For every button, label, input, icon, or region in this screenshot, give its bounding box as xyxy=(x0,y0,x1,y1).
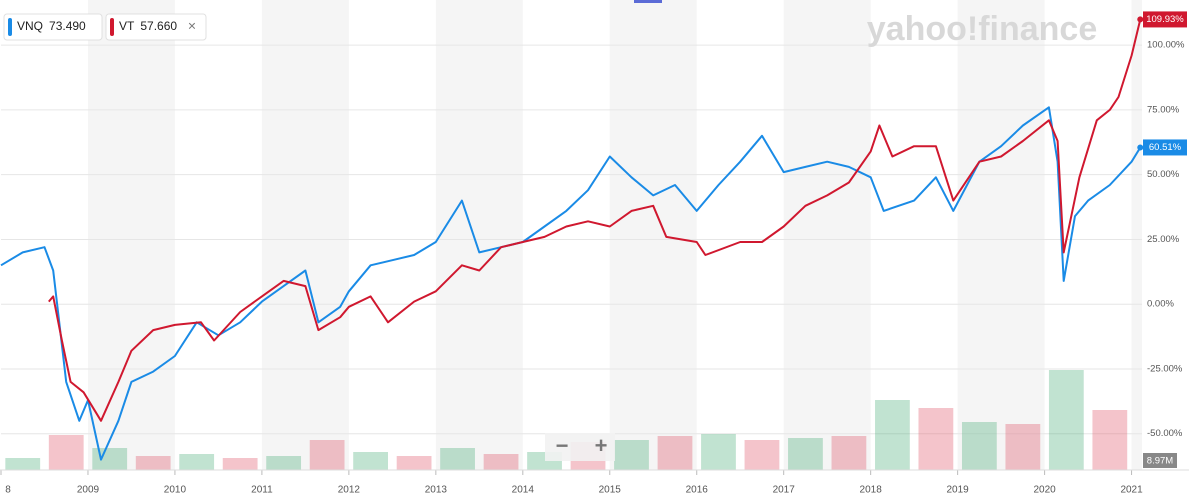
legend-close[interactable]: × xyxy=(188,18,196,34)
axes: -50.00% -25.00% 0.00% 25.00% 50.00% 75.00% 100… xyxy=(0,11,1189,496)
legend-swatch xyxy=(8,18,12,36)
x-tick-label: 2011 xyxy=(251,485,273,496)
legend-box xyxy=(3,13,103,41)
volume-bar xyxy=(440,448,475,470)
volume-bar xyxy=(266,456,302,470)
y-tick-label: 50.00% xyxy=(1147,169,1180,180)
year-band xyxy=(783,0,871,470)
x-tick-label: 2012 xyxy=(338,485,361,496)
legend-name: VT xyxy=(119,19,135,33)
end-label: 60.51% xyxy=(1149,142,1182,153)
volume-bar xyxy=(1048,370,1084,470)
x-tick-label: 2009 xyxy=(77,485,100,496)
volume-bar xyxy=(92,448,128,470)
x-tick-label: 2013 xyxy=(425,485,448,496)
volume-bar xyxy=(657,436,693,470)
year-band xyxy=(957,0,1045,470)
volume xyxy=(5,370,1128,470)
y-tick-label: -50.00% xyxy=(1147,428,1183,439)
volume-bar xyxy=(614,440,649,470)
x-tick-label: 2019 xyxy=(947,485,970,496)
x-tick-label: 2020 xyxy=(1033,485,1056,496)
y-tick-label: 100.00% xyxy=(1147,40,1185,51)
volume-bar xyxy=(353,452,389,470)
volume-bar xyxy=(396,456,432,470)
x-tick-label: 2015 xyxy=(599,485,622,496)
y-tick-label: 75.00% xyxy=(1147,104,1180,115)
volume-bar xyxy=(309,440,345,470)
end-dot xyxy=(1137,16,1144,23)
x-tick-label: 2014 xyxy=(512,485,535,496)
year-bands xyxy=(87,0,1142,470)
legend-box xyxy=(105,13,207,41)
legend: VNQ 73.490 VT 57.660 × xyxy=(3,13,207,41)
x-tick-label: 8 xyxy=(5,485,11,496)
zoom-out[interactable]: − xyxy=(556,433,569,458)
volume-bar xyxy=(701,434,736,470)
x-tick-label: 2016 xyxy=(686,485,709,496)
volume-bar xyxy=(5,458,41,470)
x-tick-label: 2018 xyxy=(860,485,883,496)
end-label-box xyxy=(1143,11,1187,28)
volume-bar xyxy=(744,440,780,470)
volume-bar xyxy=(1005,424,1041,470)
volume-bar xyxy=(875,400,910,470)
x-tick-label: 2010 xyxy=(164,485,187,496)
zoom-box xyxy=(545,433,615,461)
y-tick-label: 25.00% xyxy=(1147,234,1180,245)
volume-bar xyxy=(135,456,171,470)
volume-label: 8.97M xyxy=(1147,456,1173,467)
logo: yahoo!finance xyxy=(867,10,1097,48)
volume-bar xyxy=(788,438,823,470)
volume-bar xyxy=(831,436,867,470)
grid xyxy=(1,44,1142,435)
zoom-in[interactable]: + xyxy=(595,433,608,458)
year-band xyxy=(609,0,697,470)
volume-bar xyxy=(48,435,84,470)
end-label: 109.93% xyxy=(1146,14,1184,25)
top-handle xyxy=(634,0,662,3)
year-band xyxy=(87,0,175,470)
end-dot xyxy=(1137,144,1144,151)
legend-swatch xyxy=(110,18,114,36)
end-label-box xyxy=(1143,139,1187,156)
lines xyxy=(0,19,1142,461)
year-band xyxy=(1131,0,1142,470)
volume-bar xyxy=(961,422,997,470)
series-line xyxy=(48,19,1142,422)
x-tick-label: 2017 xyxy=(773,485,796,496)
legend-quote: 73.490 xyxy=(49,19,86,33)
series-line xyxy=(0,106,1142,461)
volume-bar xyxy=(1092,410,1128,470)
y-tick-label: -25.00% xyxy=(1147,363,1183,374)
volume-bar xyxy=(222,458,258,470)
volume-bar xyxy=(483,454,519,470)
x-tick-label: 2021 xyxy=(1120,485,1143,496)
legend-name: VNQ xyxy=(17,19,43,33)
y-tick-label: 0.00% xyxy=(1147,299,1174,310)
volume-label-box xyxy=(1143,453,1177,468)
legend-quote: 57.660 xyxy=(140,19,177,33)
year-band xyxy=(435,0,523,470)
volume-bar xyxy=(918,408,954,470)
volume-bar xyxy=(179,454,215,470)
year-band xyxy=(261,0,349,470)
